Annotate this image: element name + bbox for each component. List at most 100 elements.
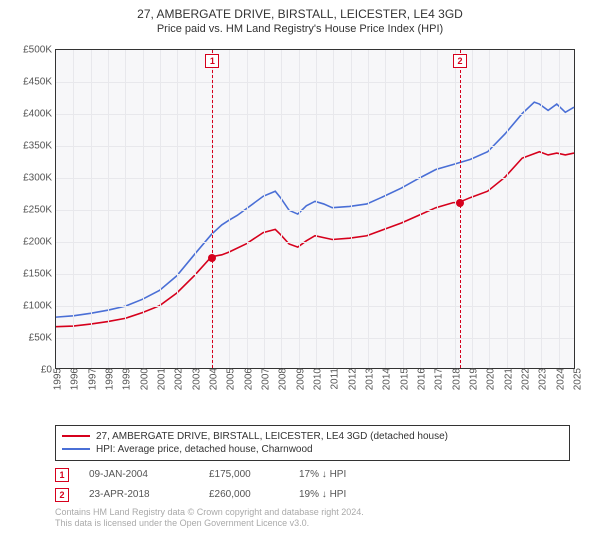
footer: Contains HM Land Registry data © Crown c…	[55, 507, 570, 530]
gridline-v	[316, 50, 317, 368]
x-tick-label: 2012	[343, 368, 358, 390]
sales-row-price: £260,000	[209, 489, 279, 500]
gridline-v	[524, 50, 525, 368]
x-tick-label: 2011	[326, 368, 341, 390]
gridline-h	[56, 146, 574, 147]
sale-marker-box: 2	[453, 54, 467, 68]
gridline-v	[73, 50, 74, 368]
y-tick-label: £50K	[29, 332, 56, 343]
x-tick-label: 2005	[222, 368, 237, 390]
x-tick-label: 2008	[274, 368, 289, 390]
gridline-v	[368, 50, 369, 368]
gridline-h	[56, 306, 574, 307]
x-tick-label: 2017	[430, 368, 445, 390]
gridline-v	[507, 50, 508, 368]
sales-row-diff: 19% ↓ HPI	[299, 489, 379, 500]
series-svg	[56, 50, 574, 368]
sales-row: 2 23-APR-2018 £260,000 19% ↓ HPI	[55, 485, 570, 505]
sales-row-marker: 2	[55, 488, 69, 502]
gridline-v	[229, 50, 230, 368]
footer-line-1: Contains HM Land Registry data © Crown c…	[55, 507, 570, 519]
gridline-h	[56, 178, 574, 179]
x-tick-label: 2009	[291, 368, 306, 390]
gridline-v	[299, 50, 300, 368]
x-tick-label: 2022	[517, 368, 532, 390]
gridline-v	[333, 50, 334, 368]
legend-row: 27, AMBERGATE DRIVE, BIRSTALL, LEICESTER…	[62, 430, 563, 443]
sale-point	[208, 254, 216, 262]
sales-row-date: 09-JAN-2004	[89, 469, 189, 480]
plot-area: £0£50K£100K£150K£200K£250K£300K£350K£400…	[55, 49, 575, 369]
x-tick-label: 2010	[309, 368, 324, 390]
sales-row: 1 09-JAN-2004 £175,000 17% ↓ HPI	[55, 465, 570, 485]
gridline-h	[56, 274, 574, 275]
gridline-v	[125, 50, 126, 368]
x-tick-label: 1996	[66, 368, 81, 390]
chart-container: £0£50K£100K£150K£200K£250K£300K£350K£400…	[0, 39, 600, 419]
gridline-v	[472, 50, 473, 368]
gridline-v	[143, 50, 144, 368]
y-tick-label: £500K	[23, 44, 56, 55]
x-tick-label: 2004	[205, 368, 220, 390]
gridline-v	[437, 50, 438, 368]
x-tick-label: 1998	[101, 368, 116, 390]
x-tick-label: 2016	[413, 368, 428, 390]
gridline-v	[91, 50, 92, 368]
x-tick-label: 2014	[378, 368, 393, 390]
gridline-v	[455, 50, 456, 368]
x-tick-label: 2000	[135, 368, 150, 390]
x-tick-label: 2002	[170, 368, 185, 390]
gridline-h	[56, 210, 574, 211]
gridline-v	[351, 50, 352, 368]
x-tick-label: 2015	[395, 368, 410, 390]
y-tick-label: £200K	[23, 236, 56, 247]
sale-vline	[212, 50, 213, 368]
gridline-v	[264, 50, 265, 368]
gridline-v	[247, 50, 248, 368]
y-tick-label: £400K	[23, 108, 56, 119]
y-tick-label: £150K	[23, 268, 56, 279]
gridline-v	[177, 50, 178, 368]
x-tick-label: 1995	[49, 368, 64, 390]
x-tick-label: 2021	[499, 368, 514, 390]
y-tick-label: £350K	[23, 140, 56, 151]
x-tick-label: 2020	[482, 368, 497, 390]
footer-line-2: This data is licensed under the Open Gov…	[55, 518, 570, 530]
x-tick-label: 2024	[551, 368, 566, 390]
gridline-v	[541, 50, 542, 368]
y-tick-label: £300K	[23, 172, 56, 183]
chart-title: 27, AMBERGATE DRIVE, BIRSTALL, LEICESTER…	[0, 0, 600, 23]
x-tick-label: 2019	[465, 368, 480, 390]
sales-table: 1 09-JAN-2004 £175,000 17% ↓ HPI 2 23-APR-201…	[55, 465, 570, 505]
legend-label: 27, AMBERGATE DRIVE, BIRSTALL, LEICESTER…	[96, 431, 448, 442]
legend-row: HPI: Average price, detached house, Char…	[62, 443, 563, 456]
legend-box: 27, AMBERGATE DRIVE, BIRSTALL, LEICESTER…	[55, 425, 570, 461]
x-tick-label: 2013	[361, 368, 376, 390]
x-tick-label: 2007	[257, 368, 272, 390]
gridline-v	[281, 50, 282, 368]
sale-point	[456, 199, 464, 207]
sales-row-price: £175,000	[209, 469, 279, 480]
gridline-h	[56, 82, 574, 83]
gridline-v	[403, 50, 404, 368]
sale-marker-box: 1	[205, 54, 219, 68]
legend-swatch	[62, 435, 90, 437]
x-tick-label: 2018	[447, 368, 462, 390]
sales-row-date: 23-APR-2018	[89, 489, 189, 500]
gridline-v	[559, 50, 560, 368]
sales-row-marker: 1	[55, 468, 69, 482]
x-tick-label: 2006	[239, 368, 254, 390]
y-tick-label: £250K	[23, 204, 56, 215]
gridline-v	[420, 50, 421, 368]
x-tick-label: 2025	[569, 368, 584, 390]
legend-label: HPI: Average price, detached house, Char…	[96, 444, 313, 455]
sale-vline	[460, 50, 461, 368]
gridline-v	[489, 50, 490, 368]
gridline-v	[108, 50, 109, 368]
gridline-h	[56, 114, 574, 115]
sales-row-diff: 17% ↓ HPI	[299, 469, 379, 480]
x-tick-label: 2003	[187, 368, 202, 390]
gridline-v	[195, 50, 196, 368]
x-tick-label: 2023	[534, 368, 549, 390]
x-tick-label: 2001	[153, 368, 168, 390]
